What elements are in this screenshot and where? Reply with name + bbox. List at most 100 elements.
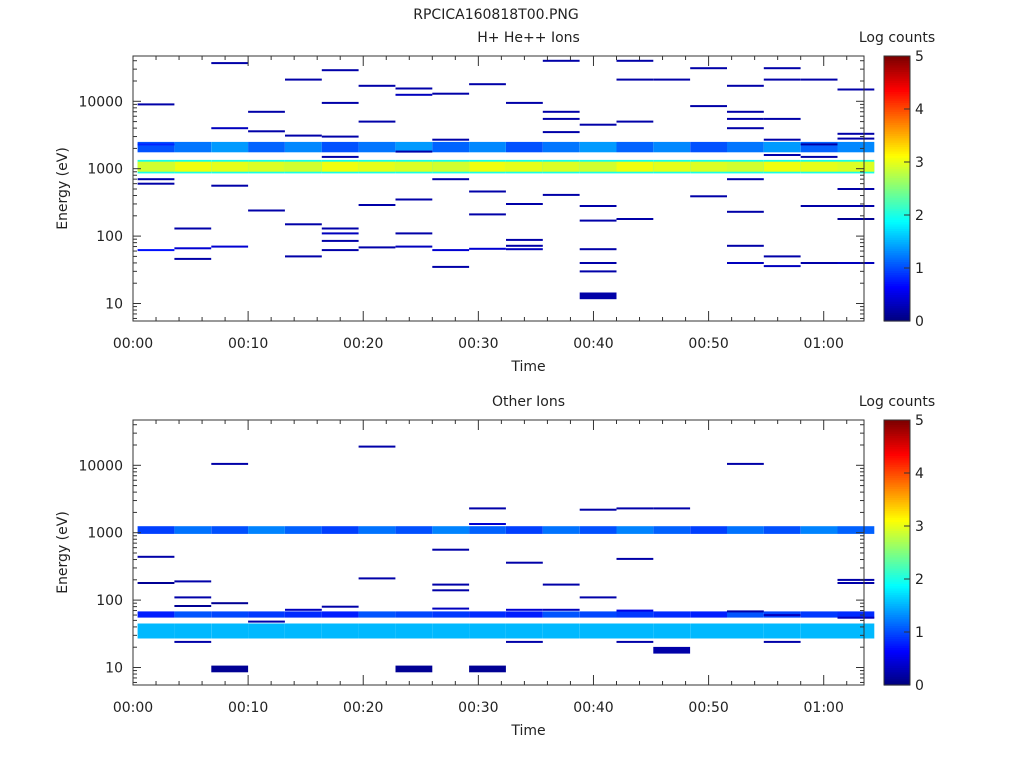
heatmap-cell (137, 178, 175, 181)
heatmap-cell (727, 526, 764, 534)
colorbar-swatch (884, 532, 910, 536)
heatmap-cell (616, 640, 654, 643)
heatmap-cell (321, 155, 359, 158)
heatmap-cell (285, 223, 322, 226)
colorbar-swatch (884, 153, 910, 156)
colorbar-swatch (884, 640, 910, 644)
heatmap-cell (174, 640, 212, 643)
heatmap-cell (211, 623, 249, 639)
heatmap-cell (395, 141, 433, 153)
heatmap-cell (285, 78, 322, 81)
heatmap-cell (174, 526, 212, 534)
colorbar-swatch (884, 627, 910, 631)
heatmap-cell (469, 507, 506, 510)
colorbar-swatch (884, 126, 910, 130)
heatmap-cell (248, 130, 285, 133)
colorbar-swatch (884, 120, 910, 123)
colorbar-swatch (884, 437, 910, 441)
heatmap-cell (579, 219, 617, 222)
heatmap-cell (321, 101, 359, 104)
colorbar-swatch (884, 139, 910, 143)
x-tick-label: 00:10 (228, 700, 268, 716)
panel-title: Other Ions (492, 394, 565, 410)
colorbar-swatch (884, 69, 910, 73)
heatmap-cell (137, 143, 175, 146)
colorbar-swatch (884, 450, 910, 454)
heatmap-cell (690, 105, 727, 108)
heatmap-cell (579, 262, 617, 264)
colorbar-swatch (884, 673, 910, 677)
colorbar-swatch (884, 439, 910, 443)
heatmap-cell (579, 508, 617, 511)
colorbar-swatch (884, 654, 910, 657)
x-tick-label: 00:00 (113, 336, 153, 352)
heatmap-cell (579, 596, 617, 599)
colorbar: 0 1 2 3 4 5 Log counts (859, 394, 935, 694)
heatmap-cell (248, 161, 285, 172)
colorbar-swatch (884, 259, 910, 262)
heatmap-cell (174, 580, 212, 583)
x-tick-label: 00:10 (228, 336, 268, 352)
colorbar-swatch (884, 239, 910, 243)
colorbar-swatch (884, 682, 910, 686)
colorbar-swatch (884, 144, 910, 148)
colorbar-swatch (884, 221, 910, 225)
heatmap-cell (211, 127, 249, 130)
heatmap-cell (358, 445, 396, 448)
colorbar-swatch (884, 301, 910, 304)
colorbar-tick-label: 3 (915, 519, 924, 535)
colorbar-swatch (884, 656, 910, 660)
heatmap-cell (321, 623, 359, 639)
colorbar-swatch (884, 625, 910, 629)
heatmap-cell (763, 67, 801, 70)
colorbar-swatch (884, 519, 910, 523)
colorbar-swatch (884, 195, 910, 198)
colorbar-swatch (884, 634, 910, 638)
colorbar-swatch (884, 305, 910, 309)
heatmap-cell (211, 526, 249, 534)
heatmap-cell (542, 141, 580, 153)
heatmap-cell (285, 526, 322, 534)
colorbar-swatch (884, 676, 910, 679)
colorbar-swatch (884, 612, 910, 615)
colorbar-swatch (884, 561, 910, 565)
heatmap-cell (395, 665, 433, 673)
colorbar-swatch (884, 488, 910, 492)
x-tick-label: 01:00 (804, 700, 844, 716)
colorbar-swatch (884, 479, 910, 483)
colorbar-swatch (884, 658, 910, 662)
colorbar-swatch (884, 594, 910, 598)
colorbar-swatch (884, 192, 910, 196)
heatmap-cell (579, 123, 617, 126)
heatmap-cell (837, 188, 875, 190)
colorbar-swatch (884, 115, 910, 119)
y-tick-label: 1000 (87, 526, 123, 542)
heatmap-cell (469, 247, 506, 250)
heatmap-cell (321, 605, 359, 608)
colorbar-swatch (884, 128, 910, 132)
heatmap-cell (469, 665, 506, 673)
colorbar-swatch (884, 461, 910, 465)
heatmap-cell (285, 161, 322, 172)
colorbar-swatch (884, 530, 910, 534)
heatmap-cell (837, 526, 875, 534)
heatmap-cell (800, 262, 838, 264)
heatmap-cell (542, 608, 580, 611)
heatmap-cell (653, 646, 691, 654)
heatmap-cell (248, 623, 285, 639)
heatmap-cell (837, 137, 875, 140)
colorbar-frame (883, 419, 911, 686)
colorbar-swatch (884, 572, 910, 576)
x-tick-label: 00:30 (458, 336, 498, 352)
colorbar-swatch (884, 124, 910, 128)
heatmap-cell (727, 462, 764, 465)
colorbar-swatch (884, 137, 910, 141)
heatmap-cell (211, 62, 249, 65)
colorbar-swatch (884, 426, 910, 430)
colorbar-swatch (884, 477, 910, 481)
heatmap-cell (321, 526, 359, 534)
heatmap-cell (211, 611, 249, 618)
colorbar-swatch (884, 671, 910, 675)
colorbar-swatch (884, 550, 910, 554)
colorbar-swatch (884, 215, 910, 218)
